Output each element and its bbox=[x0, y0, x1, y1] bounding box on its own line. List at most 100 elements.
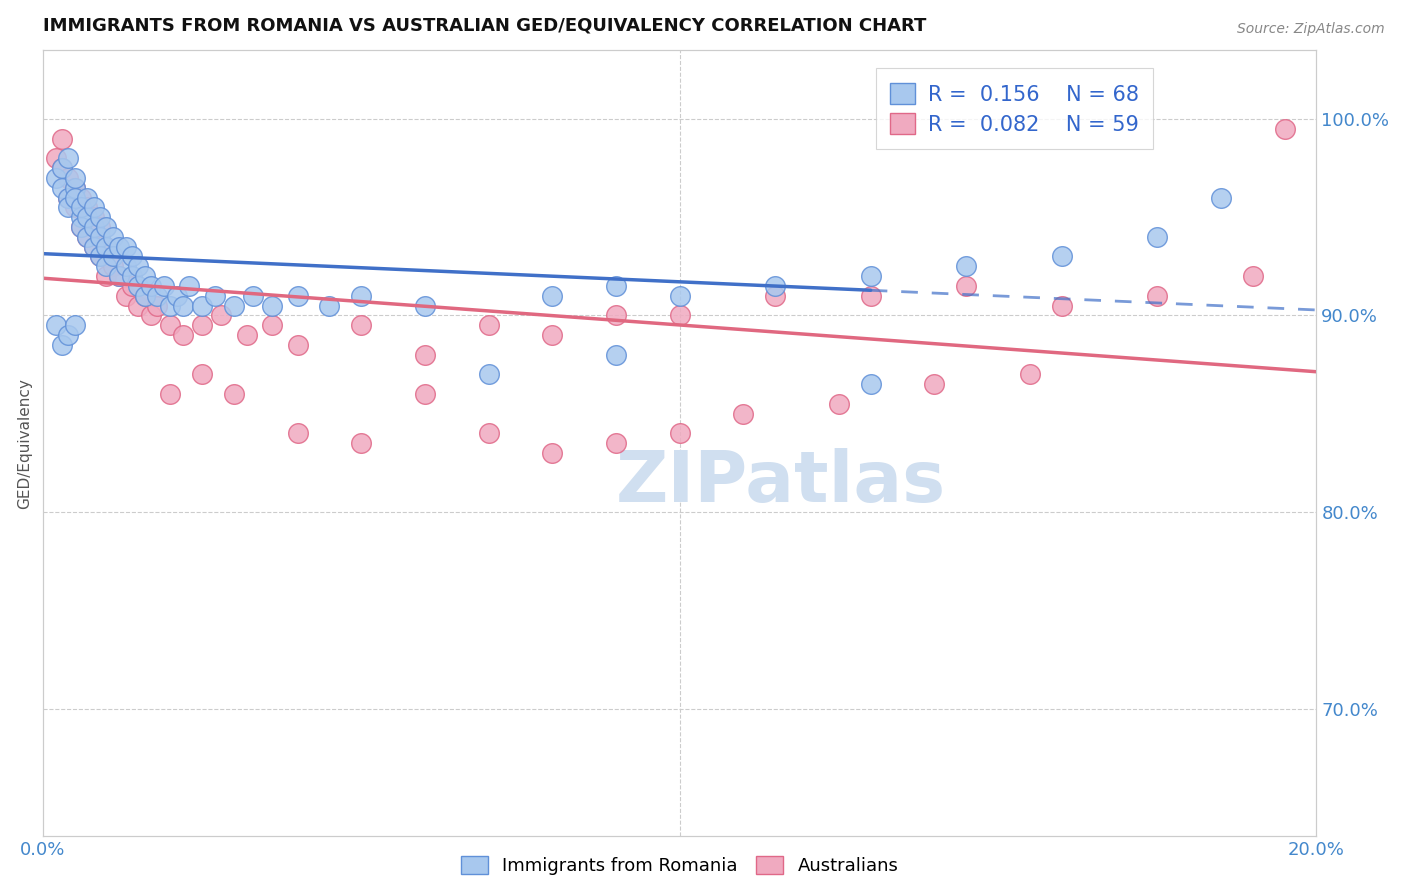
Point bbox=[83, 240, 105, 254]
Point bbox=[96, 219, 118, 234]
Point bbox=[1274, 121, 1296, 136]
Point bbox=[121, 269, 143, 284]
Point bbox=[76, 230, 98, 244]
Point bbox=[191, 368, 214, 382]
Point bbox=[1050, 299, 1073, 313]
Point bbox=[63, 318, 86, 333]
Text: IMMIGRANTS FROM ROMANIA VS AUSTRALIAN GED/EQUIVALENCY CORRELATION CHART: IMMIGRANTS FROM ROMANIA VS AUSTRALIAN GE… bbox=[42, 17, 927, 35]
Point bbox=[83, 240, 105, 254]
Point bbox=[96, 240, 118, 254]
Point bbox=[1146, 289, 1168, 303]
Point bbox=[159, 318, 181, 333]
Y-axis label: GED/Equivalency: GED/Equivalency bbox=[17, 377, 32, 508]
Point bbox=[605, 436, 627, 450]
Point bbox=[70, 219, 93, 234]
Point bbox=[76, 200, 98, 214]
Point bbox=[541, 289, 564, 303]
Point bbox=[222, 299, 245, 313]
Point bbox=[477, 426, 499, 441]
Point bbox=[260, 318, 283, 333]
Point bbox=[477, 368, 499, 382]
Point bbox=[89, 250, 111, 264]
Point bbox=[51, 161, 73, 175]
Point bbox=[668, 309, 690, 323]
Point bbox=[58, 200, 80, 214]
Point bbox=[146, 299, 169, 313]
Point bbox=[83, 219, 105, 234]
Point bbox=[1146, 230, 1168, 244]
Point bbox=[209, 309, 232, 323]
Text: Source: ZipAtlas.com: Source: ZipAtlas.com bbox=[1237, 22, 1385, 37]
Point bbox=[44, 151, 66, 165]
Point bbox=[70, 219, 93, 234]
Point bbox=[63, 200, 86, 214]
Point bbox=[76, 190, 98, 204]
Point bbox=[287, 338, 309, 352]
Point bbox=[605, 279, 627, 293]
Point bbox=[44, 170, 66, 185]
Point bbox=[44, 318, 66, 333]
Point bbox=[58, 190, 80, 204]
Point bbox=[318, 299, 340, 313]
Point bbox=[260, 299, 283, 313]
Point bbox=[1209, 190, 1232, 204]
Point bbox=[108, 269, 131, 284]
Point bbox=[477, 318, 499, 333]
Point bbox=[83, 210, 105, 224]
Point bbox=[51, 338, 73, 352]
Point bbox=[668, 289, 690, 303]
Point bbox=[89, 250, 111, 264]
Point bbox=[146, 289, 169, 303]
Point bbox=[668, 426, 690, 441]
Point bbox=[114, 240, 136, 254]
Point bbox=[955, 279, 977, 293]
Point bbox=[222, 387, 245, 401]
Point bbox=[605, 348, 627, 362]
Point bbox=[51, 161, 73, 175]
Point bbox=[139, 309, 162, 323]
Point bbox=[172, 299, 194, 313]
Point bbox=[121, 250, 143, 264]
Point bbox=[172, 328, 194, 343]
Point bbox=[58, 190, 80, 204]
Point bbox=[70, 190, 93, 204]
Point bbox=[127, 279, 149, 293]
Point bbox=[134, 289, 156, 303]
Point bbox=[58, 328, 80, 343]
Point bbox=[63, 170, 86, 185]
Point bbox=[134, 269, 156, 284]
Point bbox=[763, 289, 786, 303]
Point bbox=[191, 299, 214, 313]
Point bbox=[350, 436, 373, 450]
Point bbox=[166, 289, 188, 303]
Point bbox=[63, 180, 86, 194]
Point bbox=[89, 210, 111, 224]
Point bbox=[350, 318, 373, 333]
Point bbox=[242, 289, 264, 303]
Point bbox=[96, 269, 118, 284]
Point bbox=[127, 260, 149, 274]
Point bbox=[51, 131, 73, 145]
Point bbox=[955, 260, 977, 274]
Point bbox=[101, 250, 124, 264]
Point bbox=[83, 200, 105, 214]
Point bbox=[204, 289, 226, 303]
Point bbox=[733, 407, 755, 421]
Point bbox=[159, 387, 181, 401]
Point bbox=[605, 309, 627, 323]
Point bbox=[108, 240, 131, 254]
Point bbox=[859, 377, 882, 392]
Point bbox=[179, 279, 201, 293]
Point bbox=[51, 180, 73, 194]
Point bbox=[413, 299, 436, 313]
Point bbox=[1018, 368, 1040, 382]
Point bbox=[114, 289, 136, 303]
Point bbox=[152, 279, 174, 293]
Point bbox=[235, 328, 257, 343]
Point bbox=[76, 230, 98, 244]
Point bbox=[63, 180, 86, 194]
Point bbox=[70, 210, 93, 224]
Point bbox=[1050, 250, 1073, 264]
Point bbox=[89, 230, 111, 244]
Point bbox=[58, 151, 80, 165]
